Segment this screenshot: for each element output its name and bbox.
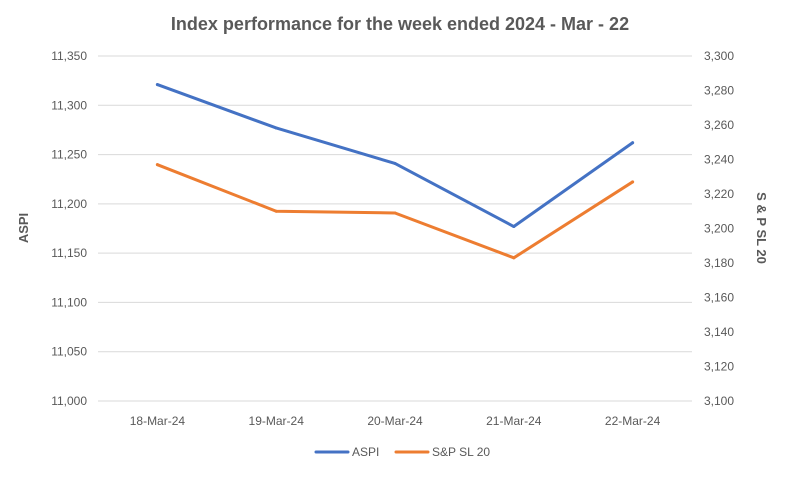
- right-axis-ticks: 3,100 3,120 3,140 3,160 3,180 3,200 3,220 3,240…: [704, 49, 734, 408]
- data-point: [512, 256, 516, 260]
- left-tick-label: 11,050: [51, 345, 87, 359]
- data-point: [631, 180, 635, 184]
- left-axis-title: ASPI: [16, 213, 31, 243]
- legend: ASPI S&P SL 20: [314, 445, 490, 459]
- x-tick-label: 18-Mar-24: [130, 414, 186, 428]
- data-point: [512, 225, 516, 229]
- left-tick-label: 11,300: [51, 98, 87, 112]
- data-point: [631, 141, 635, 145]
- data-point: [393, 211, 397, 215]
- left-axis-ticks: 11,000 11,050 11,100 11,150 11,200 11,250 11,3…: [51, 49, 87, 408]
- right-tick-label: 3,260: [704, 118, 734, 132]
- series-line: [155, 163, 635, 260]
- right-tick-label: 3,220: [704, 187, 734, 201]
- data-point: [393, 161, 397, 165]
- x-tick-label: 19-Mar-24: [249, 414, 305, 428]
- right-tick-label: 3,160: [704, 291, 734, 305]
- gridlines: [98, 55, 692, 402]
- x-axis-ticks: 18-Mar-24 19-Mar-24 20-Mar-24 21-Mar-24 22-M…: [130, 414, 661, 428]
- x-tick-label: 20-Mar-24: [367, 414, 423, 428]
- right-tick-label: 3,100: [704, 394, 734, 408]
- data-point: [155, 163, 159, 167]
- legend-label: ASPI: [352, 445, 379, 459]
- left-tick-label: 11,000: [51, 394, 87, 408]
- right-tick-label: 3,300: [704, 49, 734, 63]
- left-tick-label: 11,150: [51, 246, 87, 260]
- series-line: [155, 83, 635, 229]
- left-tick-label: 11,200: [51, 197, 87, 211]
- x-tick-label: 21-Mar-24: [486, 414, 542, 428]
- left-tick-label: 11,100: [51, 295, 87, 309]
- chart-title: Index performance for the week ended 202…: [171, 14, 629, 34]
- right-tick-label: 3,120: [704, 360, 734, 374]
- x-tick-label: 22-Mar-24: [605, 414, 661, 428]
- right-tick-label: 3,280: [704, 84, 734, 98]
- right-tick-label: 3,140: [704, 325, 734, 339]
- data-point: [274, 209, 278, 213]
- right-axis-title: S & P SL 20: [754, 192, 769, 264]
- data-point: [155, 83, 159, 87]
- data-point: [274, 126, 278, 130]
- series-lines: [155, 83, 635, 260]
- right-tick-label: 3,180: [704, 256, 734, 270]
- left-tick-label: 11,250: [51, 148, 87, 162]
- legend-label: S&P SL 20: [432, 445, 490, 459]
- right-tick-label: 3,200: [704, 222, 734, 236]
- right-tick-label: 3,240: [704, 153, 734, 167]
- left-tick-label: 11,350: [51, 49, 87, 63]
